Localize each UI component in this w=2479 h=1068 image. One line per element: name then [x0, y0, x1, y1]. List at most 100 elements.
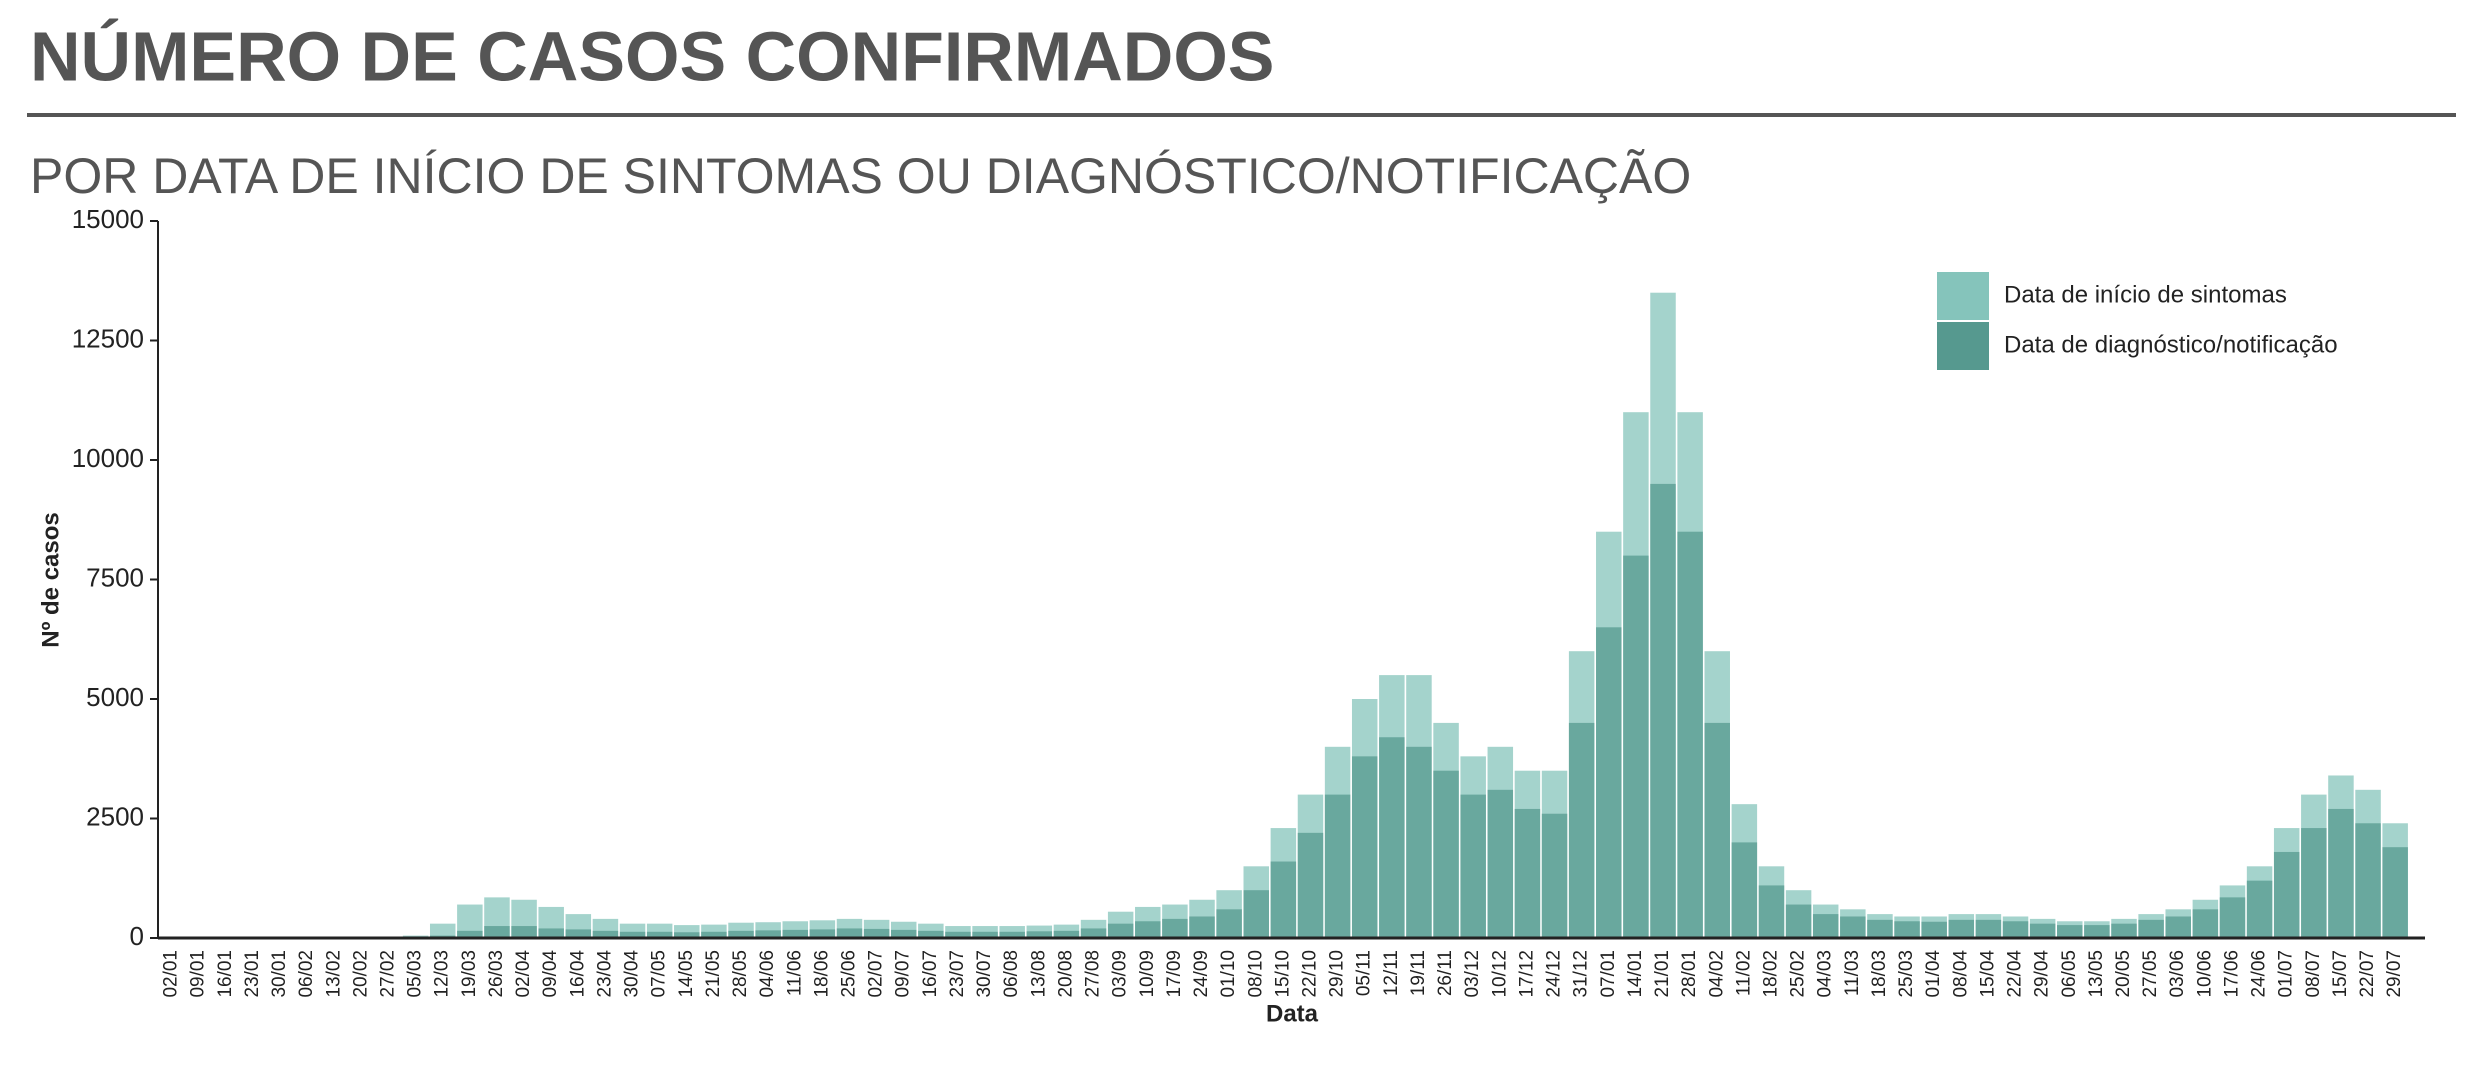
- x-tick-label: 18/03: [1869, 950, 1890, 998]
- y-axis-label: Nº de casos: [37, 512, 64, 648]
- bar: [701, 931, 727, 938]
- x-tick-label: 24/09: [1191, 950, 1212, 998]
- x-tick-label: 14/01: [1625, 950, 1646, 998]
- bar: [2029, 923, 2056, 938]
- x-tick-label: 31/12: [1571, 950, 1592, 998]
- bar: [2301, 828, 2327, 938]
- x-tick-label: 08/07: [2303, 950, 2324, 998]
- x-tick-label: 29/07: [2384, 950, 2405, 998]
- bar: [1379, 737, 1405, 938]
- x-tick-label: 28/01: [1679, 950, 1700, 998]
- x-tick-label: 13/08: [1028, 950, 1049, 998]
- bar: [565, 929, 592, 938]
- bar: [619, 931, 646, 938]
- bar: [1596, 627, 1622, 938]
- x-tick-label: 09/01: [188, 950, 209, 998]
- x-tick-label: 24/06: [2249, 950, 2270, 998]
- bar: [2057, 925, 2083, 938]
- bar: [836, 928, 863, 938]
- bar: [2382, 847, 2408, 938]
- y-tick-label: 12500: [72, 323, 144, 353]
- x-tick-label: 17/06: [2221, 950, 2242, 998]
- bar: [1243, 890, 1269, 938]
- x-tick-label: 28/05: [730, 950, 751, 998]
- x-tick-label: 17/09: [1164, 950, 1185, 998]
- x-tick-label: 08/04: [1950, 950, 1971, 998]
- bar: [1541, 813, 1568, 938]
- y-tick-label: 10000: [72, 443, 144, 473]
- bar: [1135, 921, 1161, 938]
- x-tick-label: 01/07: [2276, 950, 2297, 998]
- x-tick-label: 16/07: [920, 950, 941, 998]
- bar: [2165, 916, 2191, 938]
- x-tick-label: 16/01: [215, 950, 236, 998]
- legend-swatch: [1937, 272, 1989, 320]
- x-tick-label: 22/10: [1299, 950, 1320, 998]
- x-tick-label: 05/03: [405, 950, 426, 998]
- x-tick-label: 27/08: [1083, 950, 1104, 998]
- x-tick-label: 20/05: [2113, 950, 2134, 998]
- x-tick-label: 11/06: [784, 950, 805, 996]
- x-tick-label: 13/05: [2086, 950, 2107, 998]
- x-tick-label: 30/04: [622, 950, 643, 998]
- bar: [1026, 931, 1053, 938]
- x-tick-label: 21/05: [703, 950, 724, 998]
- x-tick-label: 03/12: [1462, 950, 1483, 998]
- bar: [972, 931, 998, 938]
- bar: [1324, 794, 1351, 938]
- x-tick-label: 22/04: [2005, 950, 2026, 998]
- x-tick-label: 18/06: [811, 950, 832, 998]
- x-tick-label: 24/12: [1544, 950, 1565, 998]
- x-tick-label: 20/02: [350, 950, 371, 998]
- x-tick-label: 08/10: [1245, 950, 1266, 998]
- x-tick-label: 22/07: [2357, 950, 2378, 998]
- bar: [2111, 923, 2137, 938]
- legend-label: Data de início de sintomas: [2004, 281, 2287, 308]
- bar: [2355, 823, 2381, 938]
- x-tick-label: 04/03: [1815, 950, 1836, 998]
- bar: [918, 930, 944, 938]
- y-tick-label: 2500: [86, 801, 144, 831]
- x-tick-label: 30/01: [269, 950, 290, 998]
- x-tick-label: 15/07: [2330, 950, 2351, 998]
- x-tick-label: 26/11: [1435, 950, 1456, 996]
- bar: [484, 926, 510, 938]
- x-tick-label: 09/07: [893, 950, 914, 998]
- bar: [1894, 921, 1920, 938]
- x-tick-label: 20/08: [1055, 950, 1076, 998]
- x-tick-label: 17/12: [1516, 950, 1537, 998]
- x-tick-label: 27/05: [2140, 950, 2161, 998]
- bar: [999, 931, 1025, 938]
- bar: [429, 923, 456, 938]
- bar: [646, 931, 673, 938]
- bar: [538, 928, 564, 938]
- bar: [1867, 919, 1893, 938]
- bar: [511, 926, 537, 938]
- x-tick-label: 25/06: [839, 950, 860, 998]
- bar: [1785, 904, 1812, 938]
- x-tick-label: 21/01: [1652, 950, 1673, 998]
- x-tick-label: 01/04: [1923, 950, 1944, 998]
- y-tick-label: 15000: [72, 204, 144, 234]
- bar: [809, 929, 836, 938]
- x-tick-label: 23/07: [947, 950, 968, 998]
- x-tick-label: 14/05: [676, 950, 697, 998]
- x-tick-label: 10/12: [1489, 950, 1510, 998]
- x-tick-label: 12/03: [432, 950, 453, 998]
- bar: [1758, 885, 1785, 938]
- x-tick-label: 13/02: [323, 950, 344, 998]
- bar: [782, 929, 808, 938]
- x-tick-label: 07/05: [649, 950, 670, 998]
- x-tick-label: 30/07: [974, 950, 995, 998]
- bar: [2192, 909, 2219, 938]
- bar: [1189, 916, 1215, 938]
- bar: [1080, 928, 1107, 938]
- x-tick-label: 02/07: [866, 950, 887, 998]
- x-tick-label: 07/01: [1598, 950, 1619, 998]
- x-tick-label: 25/02: [1788, 950, 1809, 998]
- bar: [1975, 919, 2002, 938]
- bar: [1487, 789, 1514, 938]
- x-tick-label: 10/06: [2194, 950, 2215, 998]
- bar: [2219, 897, 2246, 938]
